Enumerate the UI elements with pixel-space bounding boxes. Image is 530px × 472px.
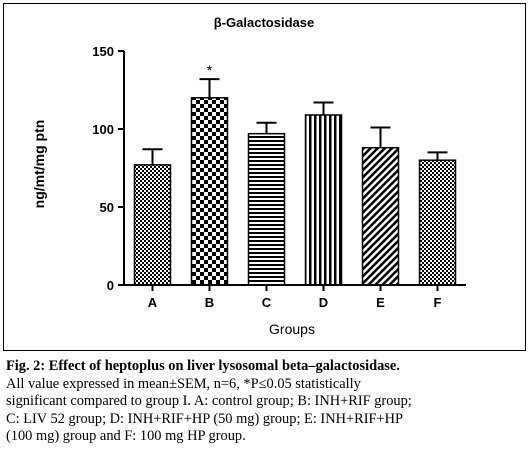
y-tick-label: 50 [100, 200, 114, 215]
x-tick-label: C [262, 295, 272, 310]
x-tick-label: D [319, 295, 328, 310]
y-tick-label: 150 [92, 44, 114, 59]
caption-line: All value expressed in mean±SEM, n=6, *P… [6, 375, 361, 392]
x-tick-label: F [434, 295, 442, 310]
bar-f [418, 159, 457, 286]
y-tick-label: 100 [92, 122, 114, 137]
x-tick-label: A [148, 295, 158, 310]
axes-layer: A B C D E F 0 50 100 150 [92, 44, 466, 310]
figure-caption: Fig. 2: Effect of heptoplus on liver lys… [6, 358, 526, 446]
caption-line: (100 mg) group and F: 100 mg HP group. [6, 428, 246, 444]
significance-marker: * [207, 62, 213, 78]
bar-b [190, 97, 229, 286]
x-tick-label: B [205, 295, 214, 310]
bar-c [247, 132, 286, 286]
caption-line: C: LIV 52 group; D: INH+RIF+HP (50 mg) g… [6, 410, 404, 427]
y-tick-label: 0 [107, 278, 114, 293]
x-axis-label: Groups [269, 321, 315, 337]
bars-layer: * [133, 62, 457, 286]
caption-line: significant compared to group I. A: cont… [6, 393, 412, 409]
bar-a [133, 164, 172, 286]
x-tick-label: E [376, 295, 385, 310]
chart-title: β-Galactosidase [214, 15, 314, 30]
figure-frame: β-Galactosidase ng/mt/mg ptn Groups * A B… [3, 3, 526, 351]
bar-e [361, 146, 400, 286]
y-axis-label: ng/mt/mg ptn [31, 120, 47, 209]
bar-chart: β-Galactosidase ng/mt/mg ptn Groups * A B… [31, 15, 466, 337]
caption-lead: Fig. 2: Effect of heptoplus on liver lys… [6, 358, 400, 374]
bar-d [304, 114, 343, 286]
